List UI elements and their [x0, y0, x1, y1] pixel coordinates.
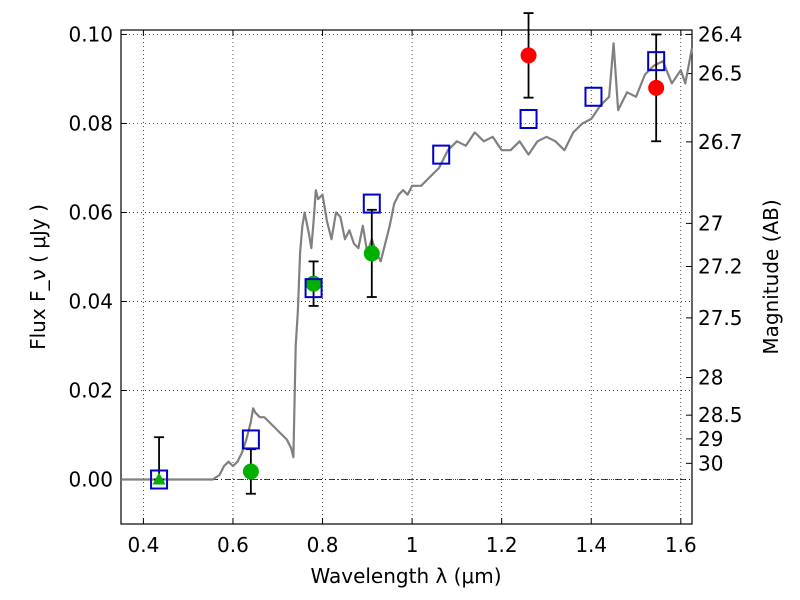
y-tick-label: 0.08: [68, 111, 113, 135]
y-tick-label: 0.02: [68, 378, 113, 402]
y2-tick-label: 27.2: [698, 254, 743, 278]
y2-tick-label: 27: [698, 211, 723, 235]
plot-frame: [120, 29, 693, 525]
model-flux-square: [647, 51, 666, 72]
red-data-point: [648, 79, 665, 96]
red-data-point: [520, 47, 537, 64]
y2-tick-label: 26.5: [698, 62, 743, 86]
x-tick-label: 0.4: [127, 533, 159, 557]
model-flux-square: [362, 193, 381, 214]
grid-lines: [121, 30, 692, 524]
y2-tick-label: 26.4: [698, 22, 743, 46]
green-data-point: [363, 245, 380, 262]
model-flux-square: [150, 469, 169, 490]
y2-tick-label: 26.7: [698, 130, 743, 154]
y-tick-label: 0.06: [68, 200, 113, 224]
x-tick-label: 0.8: [307, 533, 339, 557]
y2-tick-label: 28: [698, 366, 723, 390]
y2-tick-label: 27.5: [698, 306, 743, 330]
y2-tick-label: 29: [698, 427, 723, 451]
y-tick-label: 0.04: [68, 289, 113, 313]
x-tick-label: 1.6: [665, 533, 697, 557]
y-tick-label: 0.10: [68, 22, 113, 46]
model-flux-square: [432, 144, 451, 165]
model-flux-square: [304, 278, 323, 299]
model-flux-square: [519, 109, 538, 130]
y2-axis-label: Magnitude (AB): [759, 199, 783, 354]
y2-tick-label: 28.5: [698, 403, 743, 427]
model-flux-square: [241, 429, 260, 450]
green-upper-limit-point: [152, 472, 166, 485]
y-tick-label: 0.00: [68, 467, 113, 491]
x-tick-label: 1: [406, 533, 419, 557]
y2-tick-label: 30: [698, 451, 723, 475]
y-axis-label: Flux F_ν ( μJy ): [26, 204, 50, 350]
template-spectrum-line: [121, 42, 694, 481]
x-tick-label: 0.6: [217, 533, 249, 557]
data-marks: [121, 12, 694, 495]
x-axis-label: Wavelength λ (μm): [310, 564, 501, 588]
x-tick-label: 1.2: [486, 533, 518, 557]
x-tick-label: 1.4: [575, 533, 607, 557]
axis-ticks: 0.4 0.6 0.8 1 1.2 1.4 1.6 0.00 0.02 0.04 0.06 0.08 0…: [68, 22, 742, 557]
model-flux-square: [584, 86, 603, 107]
green-data-point: [242, 463, 259, 480]
